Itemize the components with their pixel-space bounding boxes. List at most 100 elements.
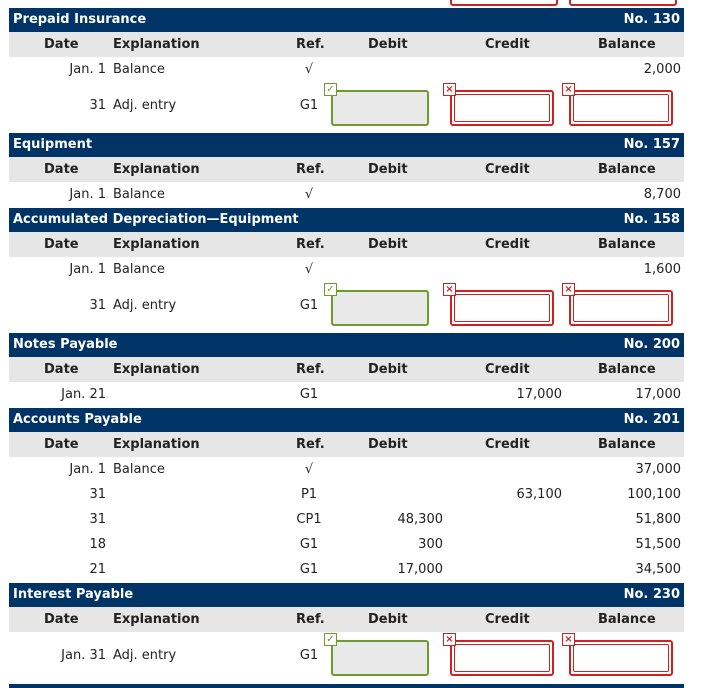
- error-icon: ×: [443, 283, 456, 296]
- entry-date: Jan. 21: [61, 387, 106, 402]
- debit-input[interactable]: ✓: [324, 83, 429, 126]
- column-header-explanation: Explanation: [113, 362, 200, 377]
- column-header-balance: Balance: [598, 162, 656, 177]
- column-header-row: Date Explanation Ref. Debit Credit Balance: [9, 607, 684, 632]
- debit-input[interactable]: ✓: [324, 633, 429, 676]
- ledger-entry-row: 21 G1 17,000 34,500: [9, 557, 684, 582]
- error-icon: ×: [562, 633, 575, 646]
- entry-balance: 34,500: [635, 562, 682, 577]
- account-header: Equipment No. 157: [9, 133, 684, 157]
- entry-explanation: Adj. entry: [113, 298, 177, 313]
- column-header-row: Date Explanation Ref. Debit Credit Balance: [9, 232, 684, 257]
- entry-ref: G1: [299, 648, 319, 663]
- entry-ref: G1: [299, 562, 319, 577]
- entry-explanation: Adj. entry: [113, 98, 177, 113]
- column-header-ref: Ref.: [296, 437, 325, 452]
- ledger-entry-row: 18 G1 300 51,500: [9, 532, 684, 557]
- entry-debit: 48,300: [397, 512, 444, 527]
- balance-input-fragment[interactable]: [569, 0, 677, 6]
- check-icon: ✓: [324, 283, 337, 296]
- credit-input[interactable]: ×: [443, 83, 554, 126]
- ledger-entry-row: 31 Adj. entry G1 ✓ × ×: [9, 282, 684, 332]
- column-header-balance: Balance: [598, 37, 656, 52]
- entry-date: Jan. 1: [69, 187, 106, 202]
- column-header-ref: Ref.: [296, 37, 325, 52]
- account-header: Prepaid Insurance No. 130: [9, 8, 684, 32]
- entry-explanation: Balance: [113, 187, 165, 202]
- column-header-explanation: Explanation: [113, 437, 200, 452]
- balance-input[interactable]: ×: [562, 83, 673, 126]
- column-header-ref: Ref.: [296, 237, 325, 252]
- ledger-entry-row: Jan. 1 Balance √ 37,000: [9, 457, 684, 482]
- account-name: Equipment: [13, 137, 93, 152]
- ledger-entry-row: Jan. 1 Balance √ 1,600: [9, 257, 684, 282]
- check-icon: ✓: [324, 83, 337, 96]
- entry-ref: √: [304, 462, 314, 477]
- column-header-debit: Debit: [368, 37, 408, 52]
- entry-date: 21: [89, 562, 106, 577]
- account-name: Notes Payable: [13, 337, 118, 352]
- account-header: Interest Payable No. 230: [9, 583, 684, 607]
- column-header-date: Date: [44, 362, 79, 377]
- entry-explanation: Balance: [113, 462, 165, 477]
- column-header-date: Date: [44, 37, 79, 52]
- column-header-credit: Credit: [485, 437, 530, 452]
- ledger-entry-row: Jan. 21 G1 17,000 17,000: [9, 382, 684, 407]
- entry-date: Jan. 31: [61, 648, 106, 663]
- column-header-row: Date Explanation Ref. Debit Credit Balance: [9, 432, 684, 457]
- column-header-debit: Debit: [368, 612, 408, 627]
- entry-date: Jan. 1: [69, 62, 106, 77]
- debit-input[interactable]: ✓: [324, 283, 429, 326]
- account-number: No. 130: [623, 12, 680, 27]
- entry-ref: G1: [299, 537, 319, 552]
- entry-date: 18: [89, 537, 106, 552]
- entry-balance: 1,600: [643, 262, 681, 277]
- account-number: No. 201: [623, 412, 680, 427]
- account-name: Accounts Payable: [13, 412, 142, 427]
- entry-date: Jan. 1: [69, 462, 106, 477]
- error-icon: ×: [562, 283, 575, 296]
- column-header-debit: Debit: [368, 437, 408, 452]
- column-header-row: Date Explanation Ref. Debit Credit Balance: [9, 357, 684, 382]
- entry-balance: 17,000: [635, 387, 682, 402]
- error-icon: ×: [443, 633, 456, 646]
- entry-date: Jan. 1: [69, 262, 106, 277]
- ledger-entry-row: Jan. 31 Adj. entry G1 ✓ × ×: [9, 632, 684, 682]
- column-header-explanation: Explanation: [113, 237, 200, 252]
- entry-date: 31: [89, 298, 106, 313]
- column-header-balance: Balance: [598, 362, 656, 377]
- column-header-date: Date: [44, 162, 79, 177]
- error-icon: ×: [443, 83, 456, 96]
- entry-balance: 51,800: [635, 512, 682, 527]
- ledger-entry-row: Jan. 1 Balance √ 2,000: [9, 57, 684, 82]
- column-header-credit: Credit: [485, 37, 530, 52]
- credit-input-fragment[interactable]: [450, 0, 558, 6]
- column-header-ref: Ref.: [296, 162, 325, 177]
- account-header: Accumulated Depreciation—Equipment No. 15…: [9, 208, 684, 232]
- balance-input[interactable]: ×: [562, 283, 673, 326]
- entry-credit: 17,000: [516, 387, 563, 402]
- entry-explanation: Balance: [113, 62, 165, 77]
- account-header: Accounts Payable No. 201: [9, 408, 684, 432]
- entry-balance: 8,700: [643, 187, 681, 202]
- entry-ref: G1: [299, 387, 319, 402]
- entry-balance: 100,100: [627, 487, 681, 502]
- entry-ref: √: [304, 262, 314, 277]
- entry-balance: 37,000: [635, 462, 682, 477]
- entry-date: 31: [89, 512, 106, 527]
- balance-input[interactable]: ×: [562, 633, 673, 676]
- entry-credit: 63,100: [516, 487, 563, 502]
- entry-explanation: Balance: [113, 262, 165, 277]
- ledger-entry-row: 31 P1 63,100 100,100: [9, 482, 684, 507]
- column-header-date: Date: [44, 612, 79, 627]
- account-number: No. 200: [623, 337, 680, 352]
- entry-ref: G1: [299, 298, 319, 313]
- entry-date: 31: [89, 487, 106, 502]
- credit-input[interactable]: ×: [443, 633, 554, 676]
- credit-input[interactable]: ×: [443, 283, 554, 326]
- entry-ref: P1: [300, 487, 318, 502]
- entry-ref: √: [304, 62, 314, 77]
- entry-debit: 17,000: [397, 562, 444, 577]
- column-header-balance: Balance: [598, 612, 656, 627]
- column-header-date: Date: [44, 237, 79, 252]
